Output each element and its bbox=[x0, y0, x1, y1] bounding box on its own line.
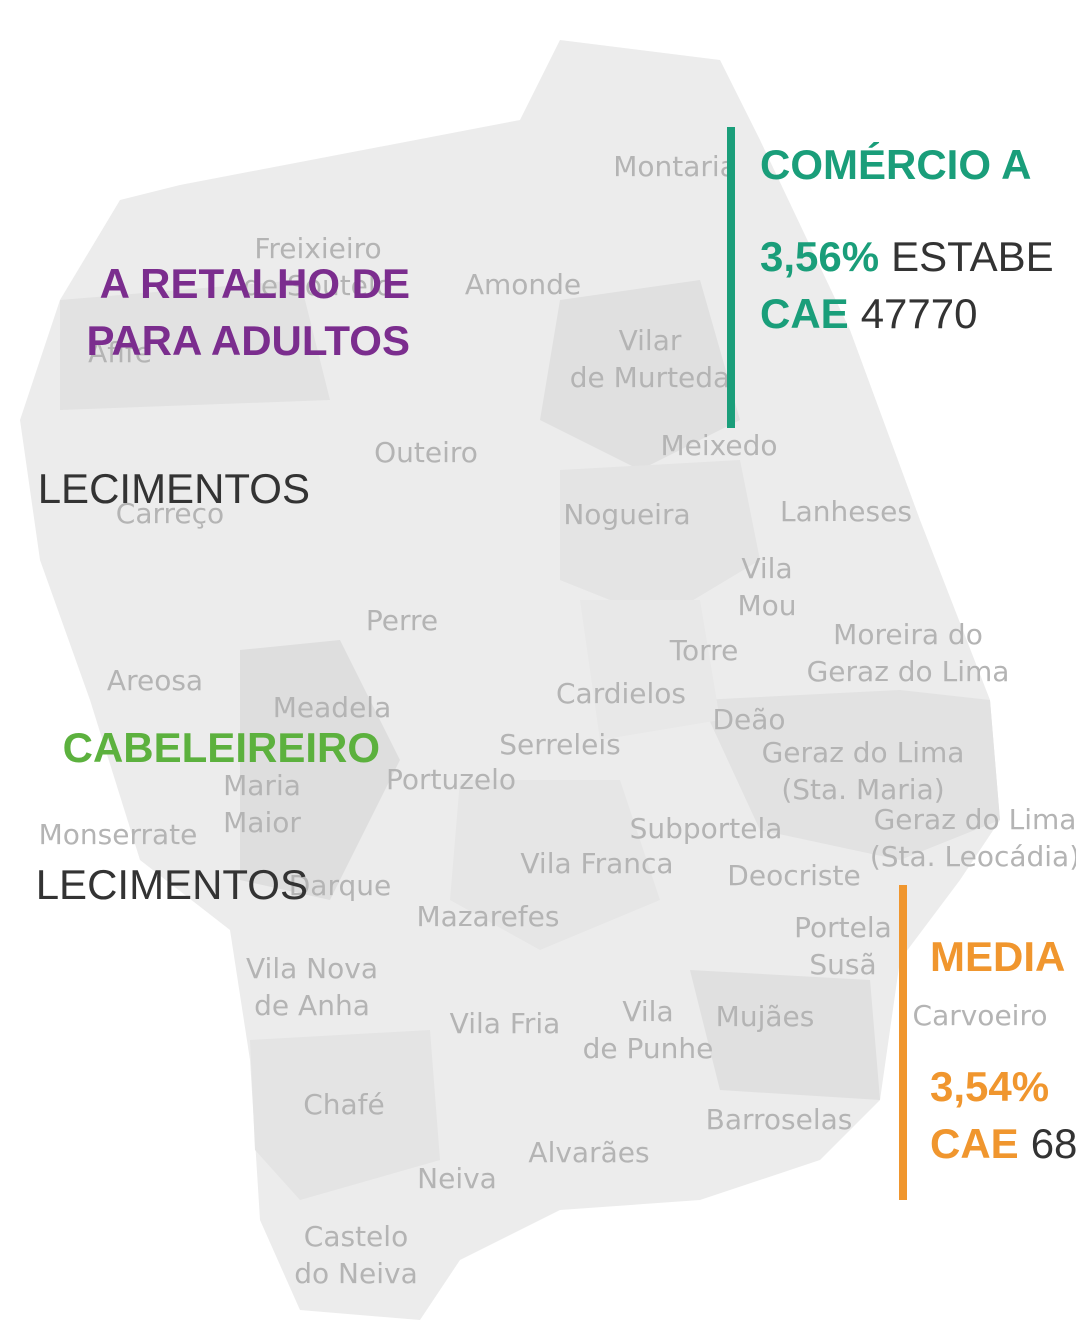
map-shape bbox=[20, 40, 1000, 1320]
place-label: Perre bbox=[366, 604, 438, 637]
callout-percent: 3,54% bbox=[930, 1063, 1049, 1110]
place-label: Mazarefes bbox=[417, 900, 560, 933]
place-label: Maria bbox=[223, 769, 301, 802]
place-label: Castelo bbox=[304, 1220, 408, 1253]
callout-body: ESTABE bbox=[891, 233, 1054, 280]
callout-title: A RETALHO DE bbox=[100, 260, 410, 307]
callout-body: LECIMENTOS bbox=[36, 861, 308, 908]
place-label: Geraz do Lima bbox=[807, 655, 1010, 688]
callout-title: COMÉRCIO A bbox=[760, 141, 1031, 188]
place-label: do Neiva bbox=[294, 1257, 417, 1290]
place-label: Meixedo bbox=[660, 429, 777, 462]
place-label: Areosa bbox=[107, 664, 203, 697]
place-label: Monserrate bbox=[39, 818, 198, 851]
callout-cae: CAE 68 bbox=[930, 1120, 1076, 1167]
place-label: de Soutelo bbox=[243, 269, 393, 302]
place-label: Portuzelo bbox=[386, 763, 516, 796]
place-label: Serreleis bbox=[499, 728, 621, 761]
place-label: Vila Nova bbox=[246, 952, 378, 985]
place-label: de Punhe bbox=[583, 1032, 714, 1065]
place-label: Montaria bbox=[613, 150, 737, 183]
place-label: (Sta. Maria) bbox=[781, 773, 944, 806]
place-label: Outeiro bbox=[374, 436, 478, 469]
place-label: Cardielos bbox=[556, 677, 686, 710]
cae-code: 47770 bbox=[861, 290, 978, 337]
place-label: Neiva bbox=[417, 1162, 497, 1195]
cae-code: 68 bbox=[1031, 1120, 1076, 1167]
cae-label: CAE bbox=[760, 290, 849, 337]
callout-stat: 3,54% bbox=[930, 1063, 1049, 1110]
callout-percent: 3,56% bbox=[760, 233, 879, 280]
callout-body: LECIMENTOS bbox=[38, 465, 310, 512]
place-label: Mujães bbox=[716, 1000, 815, 1033]
place-label: Susã bbox=[809, 948, 876, 981]
place-label: (Sta. Leocádia) bbox=[870, 840, 1076, 873]
place-label: Moreira do bbox=[833, 618, 983, 651]
place-label: Alvarães bbox=[528, 1136, 649, 1169]
place-label: Darque bbox=[289, 869, 391, 902]
place-label: Portela bbox=[794, 911, 892, 944]
place-label: Subportela bbox=[630, 812, 783, 845]
place-label: Vilar bbox=[619, 324, 682, 357]
callout-stat: 3,56% ESTABE bbox=[760, 233, 1054, 280]
place-label: Vila bbox=[622, 995, 673, 1028]
callout-title: CABELEIREIRO bbox=[63, 724, 380, 771]
place-label: Carvoeiro bbox=[913, 999, 1048, 1032]
place-label: de Anha bbox=[254, 989, 370, 1022]
place-label: Nogueira bbox=[563, 498, 690, 531]
place-label: Vila Fria bbox=[450, 1007, 561, 1040]
place-label: Vila bbox=[741, 552, 792, 585]
place-label: Lanheses bbox=[780, 495, 912, 528]
place-label: Geraz do Lima bbox=[762, 736, 965, 769]
place-label: Vila Franca bbox=[520, 847, 673, 880]
callout-title: MEDIA bbox=[930, 933, 1065, 980]
place-label: Maior bbox=[223, 806, 301, 839]
place-label: Barroselas bbox=[706, 1103, 853, 1136]
place-label: Amonde bbox=[465, 268, 581, 301]
place-label: Torre bbox=[669, 634, 739, 667]
callout-title: PARA ADULTOS bbox=[86, 317, 410, 364]
place-label: Afife bbox=[88, 336, 152, 369]
place-label: Carreço bbox=[116, 497, 224, 530]
cae-label: CAE bbox=[930, 1120, 1019, 1167]
place-label: Freixieiro bbox=[254, 232, 381, 265]
place-label: Deão bbox=[712, 703, 785, 736]
place-label: de Murteda bbox=[570, 361, 730, 394]
callout-cae: CAE 47770 bbox=[760, 290, 977, 337]
place-label: Geraz do Lima bbox=[874, 803, 1076, 836]
place-label: Meadela bbox=[273, 691, 391, 724]
place-label: Deocriste bbox=[727, 859, 860, 892]
place-label: Mou bbox=[737, 589, 796, 622]
place-label: Chafé bbox=[303, 1088, 385, 1121]
